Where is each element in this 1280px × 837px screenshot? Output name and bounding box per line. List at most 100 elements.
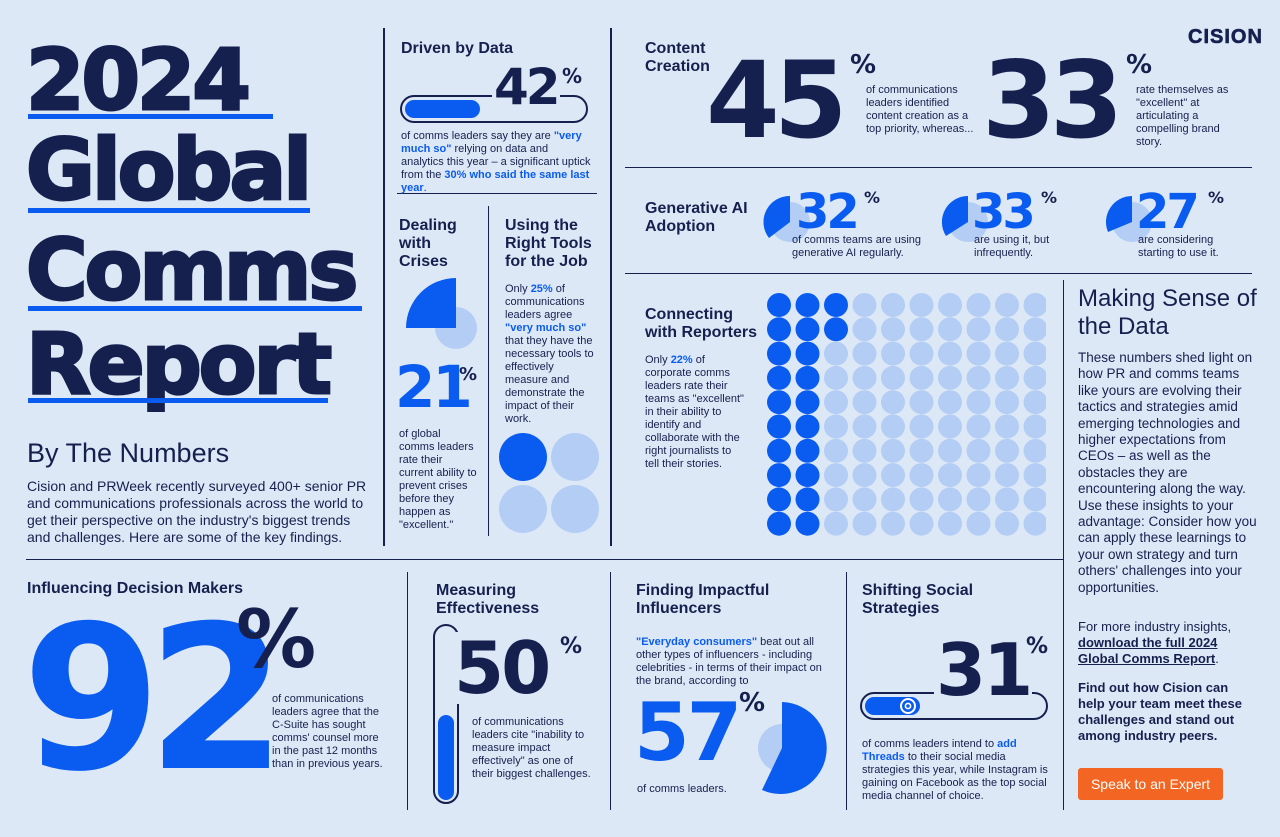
dot-empty <box>995 438 1019 463</box>
cision-logo: CISION <box>1188 26 1263 49</box>
driven-text: of comms leaders say they are "very much… <box>401 130 591 194</box>
dot-empty <box>995 341 1019 366</box>
dot-empty <box>938 365 962 390</box>
dot-filled <box>767 438 791 463</box>
dot-filled <box>767 390 791 415</box>
threads-icon <box>900 698 916 714</box>
crises-pct: % <box>459 364 478 385</box>
crises-heading: Dealing with Crises <box>399 217 457 270</box>
measuring-progress-fill <box>438 715 454 800</box>
influencers-heading: Finding Impactful Influencers <box>636 582 770 617</box>
dot-empty <box>909 414 934 439</box>
dot-empty <box>909 511 934 536</box>
measuring-pct: % <box>560 634 583 659</box>
dot-empty <box>1023 390 1046 415</box>
dot-empty <box>852 463 877 488</box>
dot-filled <box>824 293 848 317</box>
content-stat1-value: 45 <box>706 39 847 162</box>
dot-empty <box>938 463 962 488</box>
dot-empty <box>966 414 991 439</box>
dot-empty <box>881 487 905 512</box>
dot-filled <box>795 438 820 463</box>
tools-heading: Using the Right Tools for the Job <box>505 217 592 270</box>
tools-circle-2 <box>551 433 599 481</box>
dot-empty <box>966 487 991 512</box>
dot-empty <box>824 463 848 488</box>
influencing-heading: Influencing Decision Makers <box>27 580 244 597</box>
dot-empty <box>938 511 962 536</box>
influencers-value: 57 <box>634 686 742 779</box>
genai-stat3-pct: % <box>1208 188 1225 207</box>
dot-filled <box>767 317 791 342</box>
dot-empty <box>852 365 877 390</box>
dot-empty <box>881 341 905 366</box>
genai-stat2-text: are using it, but infrequently. <box>974 234 1050 259</box>
dot-empty <box>966 463 991 488</box>
title-line-3: Comms <box>24 221 359 319</box>
dot-empty <box>881 365 905 390</box>
dot-empty <box>881 293 905 317</box>
crises-value: 21 <box>395 353 473 421</box>
content-heading: Content Creation <box>645 40 710 75</box>
influencers-text: "Everyday consumers" beat out all other … <box>636 636 822 687</box>
dot-empty <box>852 511 877 536</box>
dot-empty <box>938 438 962 463</box>
dot-empty <box>824 414 848 439</box>
social-value: 31 <box>934 628 1033 712</box>
speak-to-expert-button[interactable]: Speak to an Expert <box>1078 768 1223 800</box>
title-line-4: Report <box>24 315 333 413</box>
dot-filled <box>795 463 820 488</box>
genai-stat2-value: 33 <box>972 184 1036 240</box>
measuring-value: 50 <box>452 626 551 710</box>
data-progress-fill <box>405 100 480 118</box>
dot-filled <box>795 365 820 390</box>
dot-empty <box>824 511 848 536</box>
driven-heading: Driven by Data <box>401 40 514 57</box>
content-stat1-text: of communications leaders identified con… <box>866 84 974 135</box>
dot-empty <box>995 463 1019 488</box>
genai-stat2-pct: % <box>1041 188 1058 207</box>
download-report-link[interactable]: download the full 2024 Global Comms Repo… <box>1078 635 1218 666</box>
measuring-text: of communications leaders cite "inabilit… <box>472 716 591 780</box>
dot-empty <box>995 511 1019 536</box>
dot-empty <box>909 341 934 366</box>
genai-stat3-value: 27 <box>1136 184 1200 240</box>
dot-empty <box>881 414 905 439</box>
dot-empty <box>824 341 848 366</box>
influencing-value: 92 <box>22 583 286 816</box>
dot-empty <box>881 511 905 536</box>
dot-filled <box>767 365 791 390</box>
dot-filled <box>795 511 820 536</box>
dot-empty <box>1023 341 1046 366</box>
subtitle: By The Numbers <box>27 438 230 468</box>
dot-empty <box>881 390 905 415</box>
influencers-pct: % <box>739 688 766 718</box>
dot-filled <box>795 293 820 317</box>
dot-empty <box>909 365 934 390</box>
genai-pie-2-icon <box>941 195 988 242</box>
dot-empty <box>938 390 962 415</box>
title-line-2: Global <box>24 121 313 219</box>
genai-stat3-text: are considering starting to use it. <box>1138 234 1219 259</box>
measuring-heading: Measuring Effectiveness <box>436 582 540 617</box>
dot-empty <box>909 390 934 415</box>
dot-empty <box>824 438 848 463</box>
social-text: of comms leaders intend to add Threads t… <box>862 738 1048 802</box>
sense-more: For more industry insights, download the… <box>1078 619 1232 666</box>
dot-empty <box>966 341 991 366</box>
dot-empty <box>824 487 848 512</box>
dot-filled <box>795 487 820 512</box>
dot-empty <box>966 511 991 536</box>
dot-empty <box>966 317 991 342</box>
tools-circle-3 <box>499 485 547 533</box>
dot-empty <box>995 293 1019 317</box>
dot-empty <box>966 293 991 317</box>
dot-empty <box>1023 487 1046 512</box>
dot-empty <box>1023 463 1046 488</box>
dot-empty <box>938 317 962 342</box>
genai-pie-3-icon <box>1106 196 1152 242</box>
dot-empty <box>995 414 1019 439</box>
social-progress-fill <box>865 697 920 715</box>
genai-heading: Generative AI Adoption <box>645 200 748 235</box>
dot-filled <box>767 293 791 317</box>
